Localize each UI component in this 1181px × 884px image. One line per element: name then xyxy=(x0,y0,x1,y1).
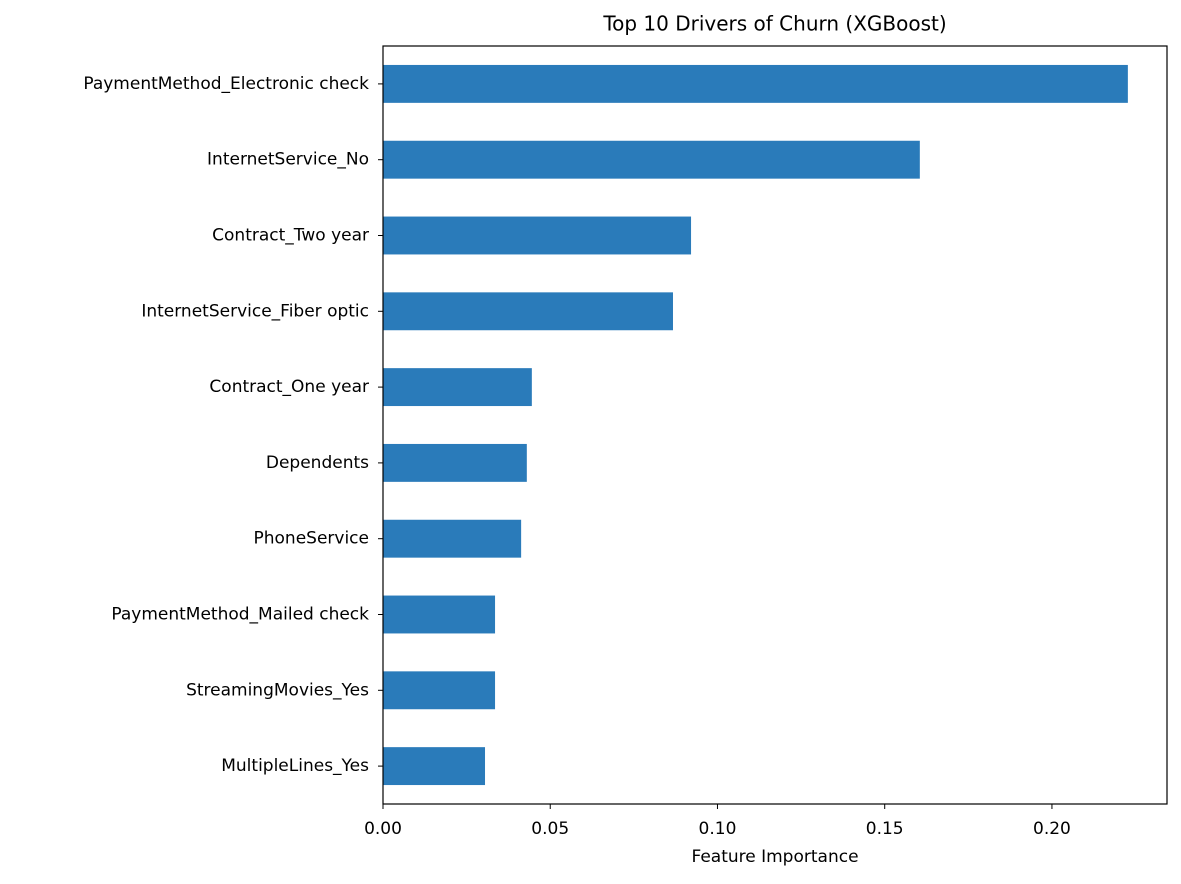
bar xyxy=(383,216,692,255)
x-tick-label: 0.15 xyxy=(866,819,904,839)
y-tick-label: InternetService_No xyxy=(207,150,369,170)
bar xyxy=(383,595,496,634)
bar xyxy=(383,443,527,482)
y-tick-label: PhoneService xyxy=(254,529,370,549)
y-tick-label: Contract_Two year xyxy=(212,226,369,246)
bar xyxy=(383,368,532,407)
y-tick-label: PaymentMethod_Mailed check xyxy=(111,605,369,625)
x-tick-label: 0.00 xyxy=(364,819,402,839)
x-tick-label: 0.20 xyxy=(1033,819,1071,839)
bar xyxy=(383,519,522,558)
y-tick-label: PaymentMethod_Electronic check xyxy=(83,74,369,94)
bar xyxy=(383,292,673,331)
bar xyxy=(383,671,496,710)
x-tick-label: 0.10 xyxy=(699,819,737,839)
bar xyxy=(383,64,1128,103)
plot-frame xyxy=(382,45,1168,805)
y-tick-label: Dependents xyxy=(266,453,369,473)
bar xyxy=(383,747,486,786)
y-tick-label: MultipleLines_Yes xyxy=(221,756,369,776)
y-tick-label: Contract_One year xyxy=(209,377,369,397)
x-axis-label: Feature Importance xyxy=(691,847,858,867)
x-tick-label: 0.05 xyxy=(531,819,569,839)
chart-title: Top 10 Drivers of Churn (XGBoost) xyxy=(602,12,946,36)
y-tick-label: InternetService_Fiber optic xyxy=(141,301,369,321)
y-tick-label: StreamingMovies_Yes xyxy=(186,680,369,700)
bar xyxy=(383,140,920,179)
